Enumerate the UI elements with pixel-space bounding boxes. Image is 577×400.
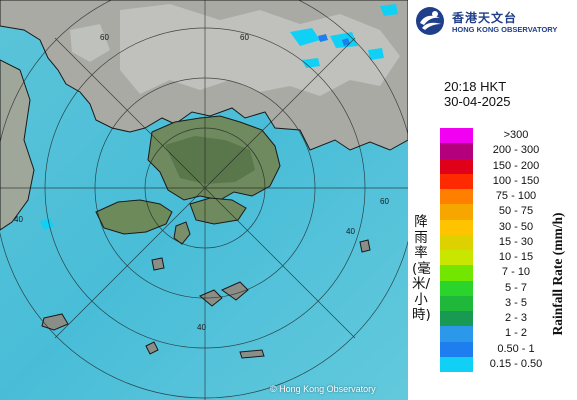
legend-row: 30 - 50 (440, 219, 577, 235)
far-south-islands (145, 239, 371, 359)
legend-swatch (440, 204, 473, 220)
legend-panel: 香港天文台 HONG KONG OBSERVATORY 20:18 HKT 30… (408, 0, 577, 400)
legend-swatch (440, 234, 473, 250)
legend-swatch (440, 311, 473, 327)
legend-label: >300 (503, 129, 529, 141)
legend-row: 75 - 100 (440, 189, 577, 205)
legend-label: 7 - 10 (501, 266, 531, 279)
legend-swatch (440, 341, 473, 357)
legend-label: 200 - 300 (492, 144, 540, 157)
legend-row: 200 - 300 (440, 143, 577, 159)
legend-swatch (440, 326, 473, 342)
legend-row: 7 - 10 (440, 265, 577, 281)
legend-swatch (440, 173, 473, 189)
legend-label: 1 - 2 (504, 327, 527, 340)
rainfall-legend: >300 200 - 300 150 - 200 100 - 150 75 - 100 5… (440, 128, 577, 372)
hong-kong-hills (165, 136, 255, 184)
legend-row: 100 - 150 (440, 173, 577, 189)
ring-label-northeast: 60 (240, 33, 249, 42)
legend-swatch (440, 295, 473, 311)
lantau-island (95, 199, 173, 235)
legend-swatch (440, 158, 473, 174)
legend-title-english: Rainfall Rate (mm/h) (550, 212, 565, 336)
legend-row: 0.50 - 1 (440, 341, 577, 357)
legend-swatch (440, 250, 473, 266)
ring-label-south: 40 (197, 323, 206, 332)
logo-english-name: HONG KONG OBSERVATORY (452, 25, 558, 34)
legend-label: 30 - 50 (498, 220, 534, 233)
legend-label: 5 - 7 (504, 281, 527, 294)
mainland-hills (70, 24, 110, 62)
hko-logo: 香港天文台 HONG KONG OBSERVATORY (414, 4, 574, 38)
legend-swatch (440, 219, 473, 235)
radar-map-canvas: 60 60 40 40 60 40 (0, 0, 408, 400)
legend-swatch (440, 189, 473, 205)
hong-kong-island (189, 197, 247, 225)
lamma-island (173, 221, 191, 245)
ring-label-west: 40 (14, 215, 23, 224)
ring-label-east: 40 (346, 227, 355, 236)
legend-row: 15 - 30 (440, 234, 577, 250)
date-label: 30-04-2025 (444, 94, 511, 109)
legend-label: 2 - 3 (504, 312, 527, 324)
timestamp: 20:18 HKT 30-04-2025 (444, 79, 511, 109)
mainland-highland (120, 4, 400, 96)
radar-echoes-light (318, 34, 350, 46)
radar-map: 60 60 40 40 60 40 © Hong Kong Observator… (0, 0, 408, 400)
legend-label: 3 - 5 (504, 296, 527, 309)
legend-row: 150 - 200 (440, 158, 577, 174)
legend-label: 50 - 75 (498, 205, 534, 218)
legend-row: 10 - 15 (440, 250, 577, 266)
south-islands (41, 257, 249, 331)
ring-label-far-east: 60 (380, 197, 389, 206)
legend-label: 15 - 30 (498, 235, 534, 248)
legend-row: 2 - 3 (440, 311, 577, 327)
legend-label: 100 - 150 (492, 174, 540, 187)
range-ring-labels: 60 60 40 40 60 40 (14, 33, 389, 332)
legend-label: 150 - 200 (492, 159, 540, 172)
legend-label: 0.15 - 0.50 (489, 357, 543, 370)
legend-swatch (440, 143, 473, 159)
time-label: 20:18 HKT (444, 79, 507, 94)
hko-emblem-icon (416, 7, 444, 35)
legend-swatch (440, 265, 473, 281)
copyright-text: © Hong Kong Observatory (270, 384, 376, 394)
legend-row: 3 - 5 (440, 295, 577, 311)
legend-row: 50 - 75 (440, 204, 577, 220)
legend-row: >300 (440, 128, 577, 144)
legend-label: 75 - 100 (495, 190, 537, 202)
radar-echoes (40, 4, 398, 230)
legend-title-chinese: 降雨率(毫米/小時) (412, 214, 431, 323)
legend-swatch (440, 128, 473, 144)
legend-label: 10 - 15 (498, 251, 534, 263)
legend-label: 0.50 - 1 (497, 342, 535, 355)
legend-row: 1 - 2 (440, 326, 577, 342)
west-coast-land (0, 59, 35, 231)
legend-swatch (440, 280, 473, 296)
logo-chinese-name: 香港天文台 (452, 11, 518, 25)
range-rings (0, 0, 408, 400)
legend-swatch (440, 356, 473, 372)
legend-row: 0.15 - 0.50 (440, 356, 577, 372)
ring-label-north: 60 (100, 33, 109, 42)
legend-row: 5 - 7 (440, 280, 577, 296)
